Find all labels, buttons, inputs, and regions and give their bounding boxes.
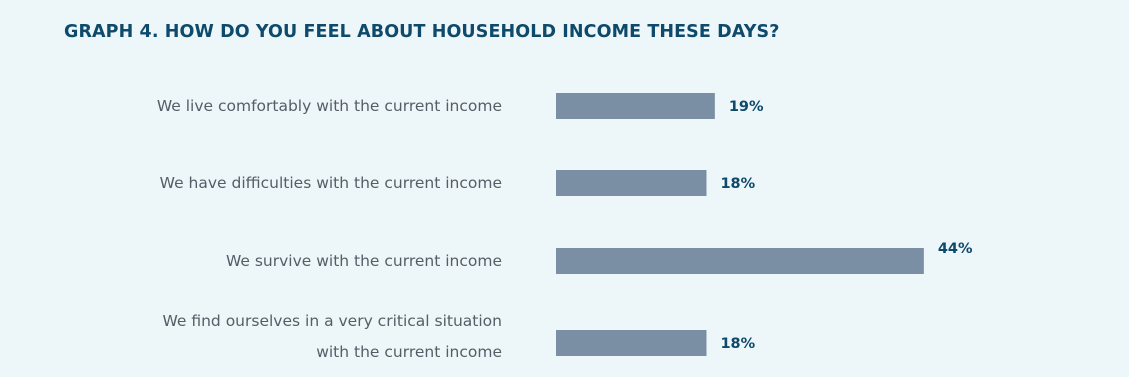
category-label-1: We live comfortably with the current inc… — [157, 97, 502, 115]
bar-4 — [556, 330, 707, 356]
category-label-3: We survive with the current income — [226, 252, 502, 270]
bar-3 — [556, 248, 924, 274]
value-label-3: 44% — [938, 241, 973, 257]
chart-title: GRAPH 4. HOW DO YOU FEEL ABOUT HOUSEHOLD… — [64, 22, 780, 42]
category-label-4-line-1: We find ourselves in a very critical sit… — [162, 312, 502, 330]
value-label-1: 19% — [729, 99, 764, 115]
bar-1 — [556, 93, 715, 119]
category-label-2: We have difficulties with the current in… — [160, 174, 502, 192]
value-label-4: 18% — [720, 336, 755, 352]
category-label-4-line-2: with the current income — [316, 343, 502, 361]
bar-2 — [556, 170, 707, 196]
value-label-2: 18% — [720, 176, 755, 192]
